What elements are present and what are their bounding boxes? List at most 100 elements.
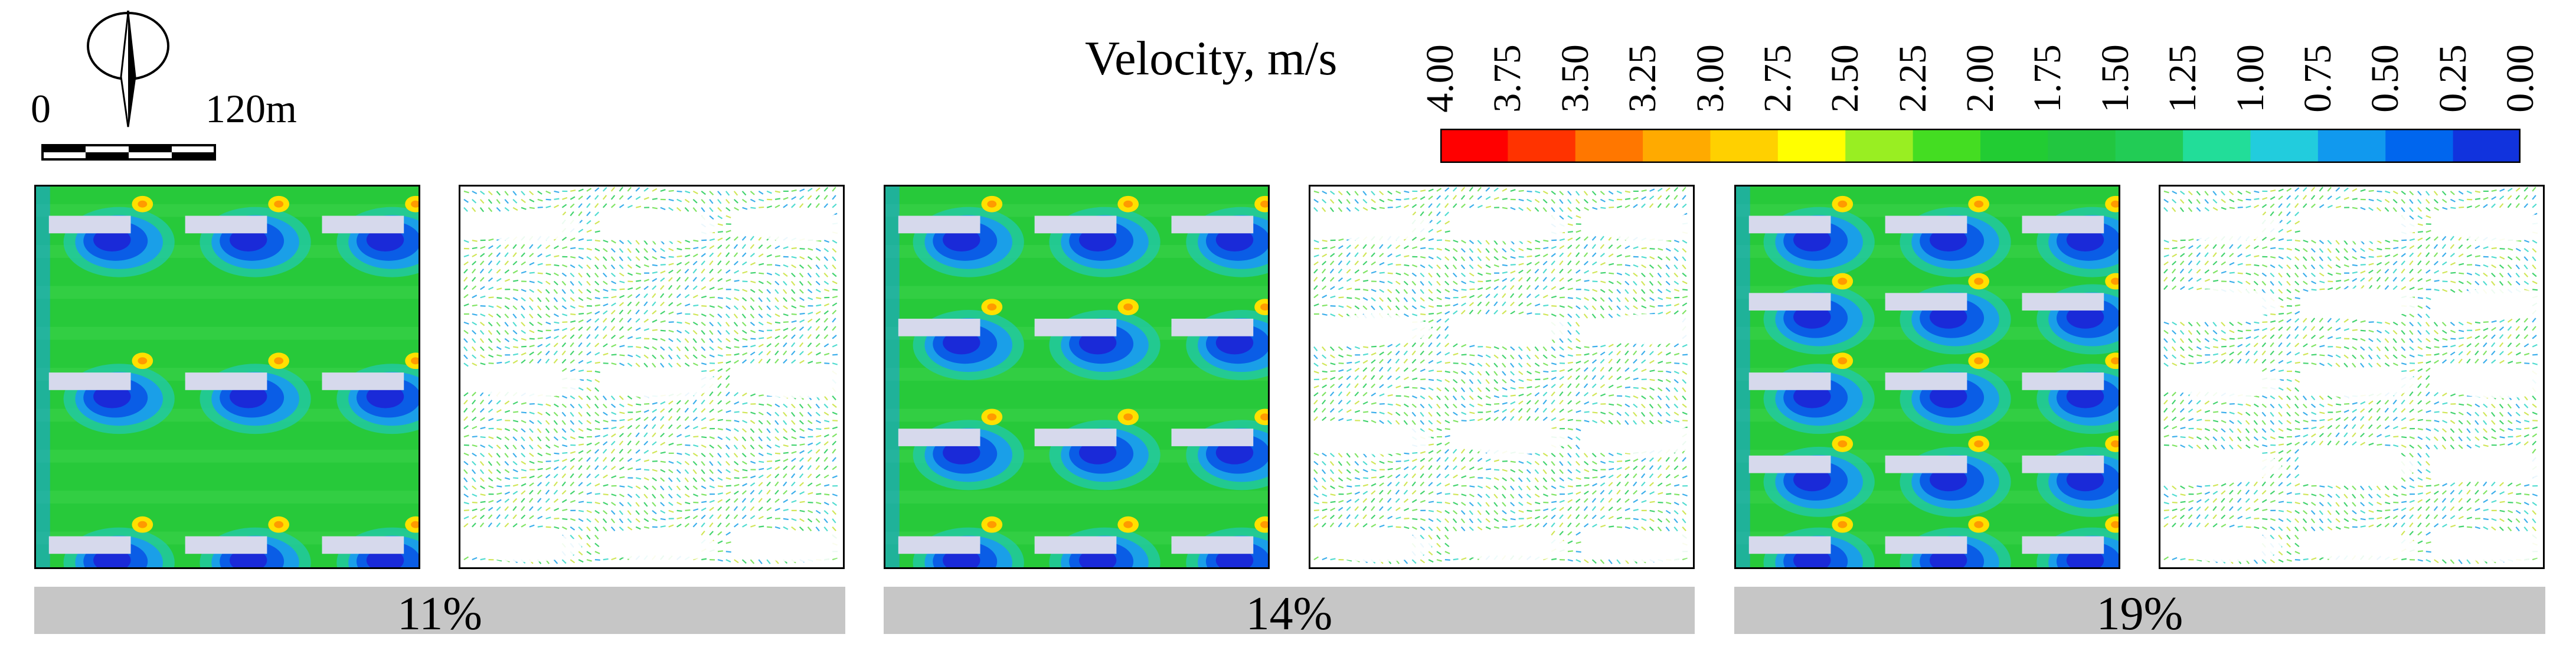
sheltered-zone [1456, 313, 1568, 345]
legend-tick: 4.00 [1418, 34, 1462, 123]
sheltered-zone [2170, 288, 2282, 319]
sheltered-zone [1593, 424, 1693, 455]
legend-tick: 3.75 [1486, 34, 1529, 123]
building [185, 536, 267, 554]
sheltered-zone [743, 531, 843, 563]
sheltered-zone [2306, 450, 2418, 482]
sheltered-zone [2443, 368, 2543, 398]
sheltered-zone [2306, 288, 2418, 319]
legend-tick-label: 1.50 [2093, 44, 2137, 113]
building [322, 372, 404, 390]
legend-tick: 1.25 [2161, 34, 2205, 123]
building [1034, 215, 1117, 234]
color-bar-segment [2453, 129, 2521, 163]
building [1885, 215, 1967, 234]
building [1885, 455, 1967, 473]
case-label-14: 14% [884, 587, 1695, 638]
building [1748, 293, 1831, 311]
sheltered-zone [1593, 313, 1693, 345]
color-bar-segment [1777, 129, 1846, 163]
legend-tick: 1.00 [2228, 34, 2272, 123]
building [898, 318, 980, 336]
contour-panel-19 [1734, 185, 2120, 569]
sheltered-zone [2170, 450, 2282, 482]
color-bar-segment [1575, 129, 1644, 163]
color-bar-segment [2183, 129, 2251, 163]
building [1748, 536, 1831, 554]
legend-tick: 1.50 [2093, 34, 2137, 123]
building [1748, 455, 1831, 473]
sheltered-zone [1456, 211, 1568, 242]
building [1171, 215, 1254, 234]
wake-region [1900, 364, 2011, 434]
legend-tick-label: 1.75 [2026, 44, 2070, 113]
color-bar-segment [1710, 129, 1779, 163]
color-bar-segment [1845, 129, 1914, 163]
sheltered-zone [743, 211, 843, 242]
case-label-text: 11% [397, 588, 482, 640]
building [2022, 215, 2104, 234]
building [2022, 536, 2104, 554]
sheltered-zone [2306, 368, 2418, 398]
legend-tick-label: 3.00 [1688, 44, 1732, 113]
legend-tick: 1.75 [2026, 34, 2070, 123]
color-bar-segment [2250, 129, 2319, 163]
building [1171, 536, 1254, 554]
sheltered-zone [470, 211, 582, 242]
legend-tick-label: 2.00 [1959, 44, 2002, 113]
legend-tick: 3.25 [1621, 34, 1664, 123]
sheltered-zone [1320, 211, 1432, 242]
scale-zero-label: 0 [31, 86, 51, 131]
sheltered-zone [2170, 368, 2282, 398]
sheltered-zone [606, 211, 718, 242]
sheltered-zone [2306, 531, 2418, 563]
legend-tick: 2.00 [1959, 34, 2002, 123]
color-bar-segment [2048, 129, 2116, 163]
legend-tick-label: 3.75 [1486, 44, 1529, 113]
sheltered-zone [1593, 531, 1693, 563]
building [1171, 429, 1254, 446]
sheltered-zone [2170, 211, 2282, 242]
building [898, 536, 980, 554]
color-bar-segment [2115, 129, 2184, 163]
legend-tick-label: 2.75 [1756, 44, 1799, 113]
case-label-text: 14% [1245, 588, 1333, 640]
color-bar-segment [2317, 129, 2387, 163]
color-bar-segment [1980, 129, 2049, 163]
sheltered-zone [2443, 450, 2543, 482]
color-bar-segment [1508, 129, 1576, 163]
building [1034, 429, 1117, 446]
case-label-19: 19% [1734, 587, 2545, 638]
legend-tick-label: 2.50 [1823, 44, 1867, 113]
legend-tick-label: 1.00 [2228, 44, 2272, 113]
vector-panel-14 [1309, 185, 1695, 569]
vector-panel-19 [2159, 185, 2545, 569]
legend-tick: 0.00 [2499, 34, 2542, 123]
sheltered-zone [1320, 424, 1432, 455]
building [1171, 318, 1254, 336]
legend-tick-label: 2.25 [1891, 44, 1934, 113]
color-bar-segment [1643, 129, 1711, 163]
sheltered-zone [2306, 211, 2418, 242]
sheltered-zone [470, 531, 582, 563]
building [2022, 455, 2104, 473]
legend-ticks: 4.00 3.75 3.50 3.25 3.00 2.75 2.50 2.25 2.00 1.75… [1418, 34, 2545, 123]
scale-max-label: 120m [205, 86, 297, 131]
building [48, 536, 131, 554]
color-bar-segment [2385, 129, 2454, 163]
legend-tick: 2.25 [1891, 34, 1934, 123]
building [2022, 372, 2104, 390]
building [185, 215, 267, 234]
color-bar [1440, 129, 2521, 163]
color-bar-segment [1440, 129, 1509, 163]
wake-region [913, 420, 1024, 491]
building [48, 372, 131, 390]
legend-title: Velocity, m/s [1085, 31, 1338, 85]
building [898, 429, 980, 446]
building [1885, 536, 1967, 554]
color-bar-segment [1913, 129, 1981, 163]
legend-tick-label: 0.25 [2431, 44, 2474, 113]
legend-tick-label: 1.25 [2161, 44, 2205, 113]
north-arrow-icon [87, 11, 169, 128]
sheltered-zone [1593, 211, 1693, 242]
